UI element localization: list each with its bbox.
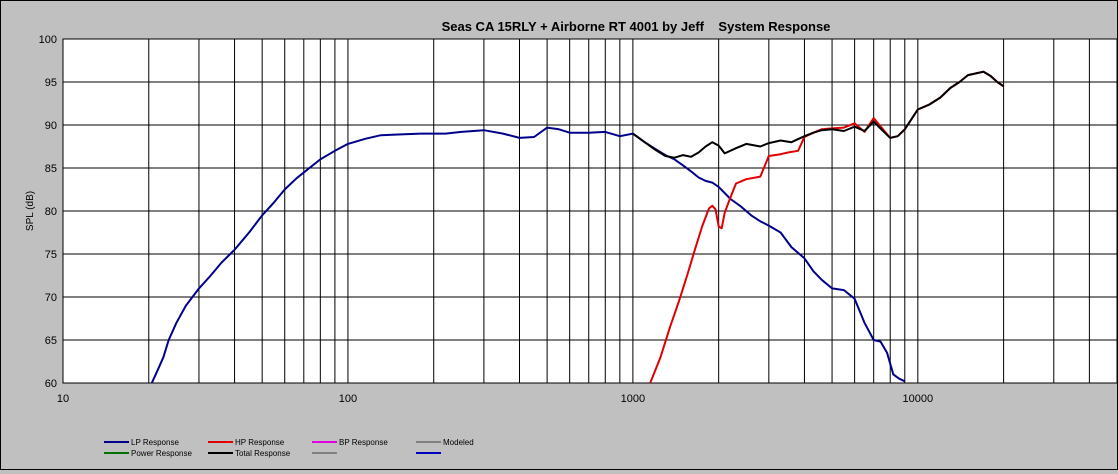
y-tick-label: 65 (45, 335, 57, 347)
chart-title: Seas CA 15RLY + Airborne RT 4001 by Jeff… (442, 19, 831, 34)
plot-area: 60 65 70 75 80 85 90 95 100 10 100 1000 10000 (39, 34, 1118, 405)
legend-label: Total Response (235, 449, 291, 458)
y-tick-label: 75 (45, 249, 57, 261)
y-tick-label: 100 (39, 34, 57, 46)
series-line-lp-response (150, 126, 906, 383)
y-tick-label: 95 (45, 77, 57, 89)
y-tick-label: 60 (45, 378, 57, 390)
series-line-total-response (632, 70, 1005, 159)
x-tick-label: 1000 (621, 393, 645, 405)
y-tick-label: 85 (45, 163, 57, 175)
x-tick-label: 10 (57, 393, 69, 405)
y-tick-label: 90 (45, 120, 57, 132)
legend-label: Power Response (131, 449, 192, 458)
x-tick-label: 10000 (903, 393, 934, 405)
y-axis-label: SPL (dB) (25, 191, 36, 231)
x-tick-label: 100 (339, 393, 357, 405)
y-tick-label: 70 (45, 292, 57, 304)
y-tick-label: 80 (45, 206, 57, 218)
legend-label: HP Response (235, 438, 285, 447)
legend-label: BP Response (339, 438, 388, 447)
legend: LP Response HP Response BP Response Modeled… (104, 438, 474, 458)
legend-label: Modeled (443, 438, 474, 447)
legend-label: LP Response (131, 438, 179, 447)
